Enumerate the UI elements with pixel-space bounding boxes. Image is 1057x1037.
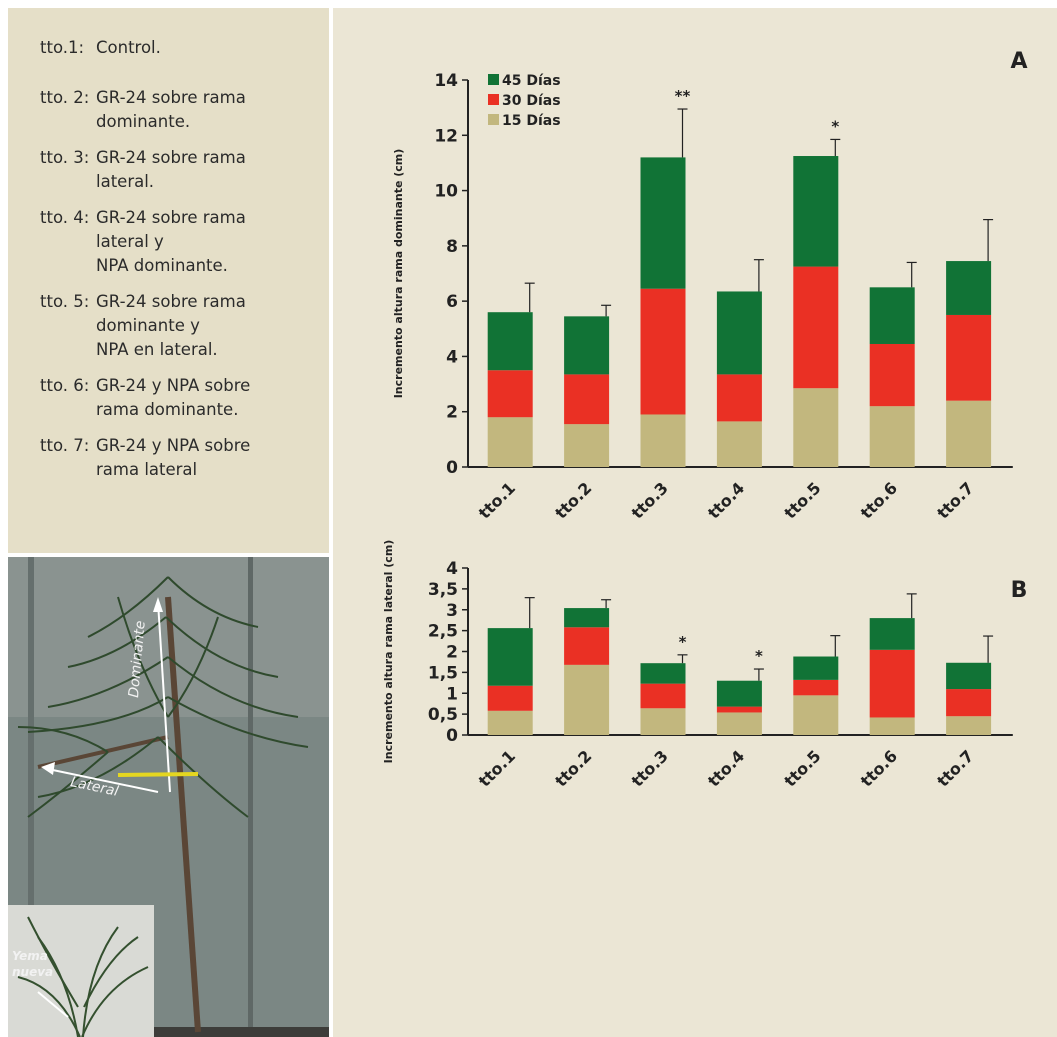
bar-segment-45d: [946, 663, 991, 689]
bar-segment-15d: [488, 711, 533, 735]
bar-segment-30d: [488, 686, 533, 711]
bar-segment-45d: [564, 316, 609, 374]
legend-swatch: [488, 94, 499, 105]
bar-segment-30d: [946, 315, 991, 401]
y-tick-label: 2: [446, 643, 458, 663]
significance-marker: **: [675, 87, 691, 105]
bar-segment-45d: [870, 618, 915, 650]
legend-label: 30 Días: [502, 93, 561, 109]
x-tick-label: tto.5: [780, 478, 824, 522]
bar-segment-15d: [488, 417, 533, 467]
significance-marker: *: [679, 633, 687, 651]
bar-segment-15d: [564, 665, 609, 735]
bar-segment-30d: [641, 684, 686, 709]
bar-segment-45d: [717, 291, 762, 374]
bar-segment-30d: [641, 289, 686, 415]
bar-segment-45d: [717, 681, 762, 707]
significance-marker: *: [755, 647, 763, 665]
significance-marker: *: [831, 117, 839, 135]
bar-segment-45d: [870, 287, 915, 344]
bar-segment-30d: [946, 689, 991, 716]
y-axis-label: Incremento altura rama lateral (cm): [382, 540, 395, 764]
bar-segment-30d: [793, 680, 838, 695]
bar-segment-45d: [564, 608, 609, 627]
bar-segment-45d: [793, 657, 838, 680]
legend-swatch: [488, 114, 499, 125]
y-tick-label: 3: [446, 601, 458, 621]
x-tick-label: tto.6: [857, 478, 901, 522]
bar-segment-15d: [870, 406, 915, 467]
x-tick-label: tto.1: [475, 478, 519, 522]
bar-segment-15d: [717, 712, 762, 735]
x-tick-label: tto.6: [857, 746, 901, 790]
y-axis-label: Incremento altura rama dominante (cm): [392, 149, 405, 399]
legend-label: 45 Días: [502, 73, 561, 89]
bar-segment-30d: [488, 370, 533, 417]
bar-segment-15d: [641, 414, 686, 467]
y-tick-label: 2: [446, 403, 458, 423]
y-tick-label: 8: [446, 237, 458, 257]
y-tick-label: 1: [446, 684, 458, 704]
bar-segment-30d: [564, 374, 609, 424]
bar-segment-30d: [870, 650, 915, 718]
y-tick-label: 0: [446, 458, 458, 478]
bar-segment-15d: [717, 421, 762, 467]
y-tick-label: 3,5: [428, 580, 458, 600]
bar-segment-30d: [870, 344, 915, 406]
y-tick-label: 12: [434, 126, 458, 146]
panel-label: A: [1010, 49, 1027, 74]
bar-segment-45d: [641, 663, 686, 683]
x-tick-label: tto.7: [933, 478, 977, 522]
y-tick-label: 2,5: [428, 622, 458, 642]
bar-segment-15d: [793, 388, 838, 467]
bar-segment-45d: [488, 312, 533, 370]
x-tick-label: tto.1: [475, 746, 519, 790]
x-tick-label: tto.5: [780, 746, 824, 790]
y-tick-label: 4: [446, 347, 458, 367]
y-tick-label: 6: [446, 292, 458, 312]
x-tick-label: tto.7: [933, 746, 977, 790]
y-tick-label: 1,5: [428, 663, 458, 683]
y-tick-label: 0: [446, 726, 458, 746]
legend-swatch: [488, 74, 499, 85]
bar-segment-15d: [946, 716, 991, 735]
bar-segment-15d: [946, 401, 991, 467]
bar-segment-45d: [946, 261, 991, 315]
bar-segment-45d: [793, 156, 838, 267]
bar-segment-45d: [641, 157, 686, 288]
y-tick-label: 4: [446, 559, 458, 579]
y-tick-label: 0,5: [428, 705, 458, 725]
x-tick-label: tto.3: [628, 746, 672, 790]
panel-label: B: [1011, 578, 1028, 603]
bar-segment-30d: [564, 627, 609, 665]
bar-segment-15d: [564, 424, 609, 467]
bar-segment-30d: [793, 267, 838, 389]
x-tick-label: tto.4: [704, 478, 748, 522]
x-tick-label: tto.2: [551, 746, 595, 790]
x-tick-label: tto.3: [628, 478, 672, 522]
bar-segment-15d: [793, 695, 838, 735]
bar-segment-45d: [488, 628, 533, 686]
bar-segment-15d: [641, 708, 686, 735]
bar-segment-30d: [717, 707, 762, 713]
y-tick-label: 10: [434, 182, 458, 202]
x-tick-label: tto.4: [704, 746, 748, 790]
bar-segment-15d: [870, 717, 915, 735]
x-tick-label: tto.2: [551, 478, 595, 522]
y-tick-label: 14: [434, 71, 458, 91]
bar-segment-30d: [717, 374, 762, 421]
legend-label: 15 Días: [502, 113, 561, 129]
